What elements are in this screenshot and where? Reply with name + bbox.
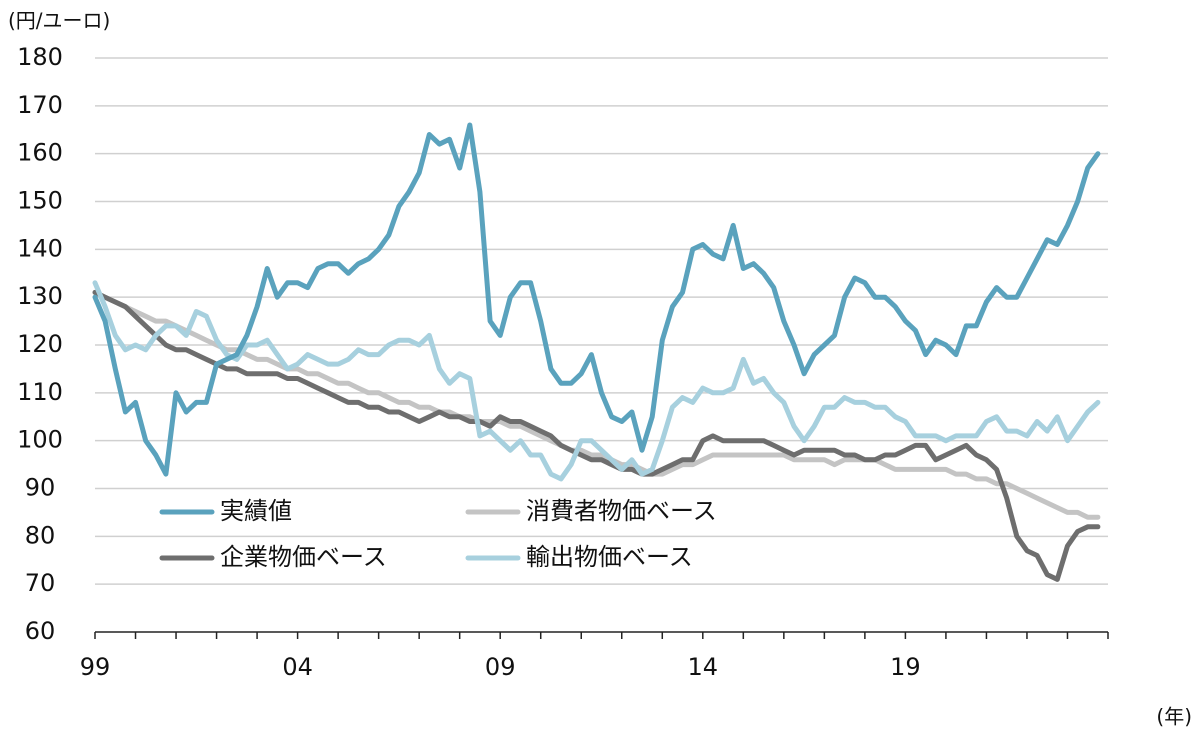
x-tick-label: 14 (688, 653, 719, 681)
legend-label: 輸出物価ベース (526, 543, 693, 571)
y-tick-label: 140 (17, 234, 63, 262)
x-tick-label: 04 (282, 653, 313, 681)
y-tick-label: 90 (25, 474, 56, 502)
y-tick-label: 130 (17, 282, 63, 310)
y-axis-label: (円/ユーロ) (8, 9, 110, 33)
y-tick-label: 60 (25, 617, 56, 645)
x-tick-label: 99 (80, 653, 111, 681)
y-tick-label: 70 (25, 569, 56, 597)
series-line (92, 122, 1101, 477)
x-axis-label: (年) (1156, 705, 1192, 729)
y-tick-label: 100 (17, 426, 63, 454)
y-tick-label: 120 (17, 330, 63, 358)
y-tick-label: 150 (17, 187, 63, 215)
legend-label: 消費者物価ベース (526, 497, 717, 525)
series-line (92, 289, 1101, 520)
y-tick-label: 110 (17, 378, 63, 406)
series-line (92, 289, 1101, 582)
x-tick-label: 19 (890, 653, 921, 681)
legend-label: 実績値 (220, 497, 292, 525)
y-tick-label: 160 (17, 139, 63, 167)
y-tick-label: 180 (17, 43, 63, 71)
series-line (92, 280, 1101, 482)
legend-label: 企業物価ベース (220, 543, 387, 571)
y-tick-label: 170 (17, 91, 63, 119)
x-tick-label: 09 (485, 653, 516, 681)
y-tick-label: 80 (25, 521, 56, 549)
